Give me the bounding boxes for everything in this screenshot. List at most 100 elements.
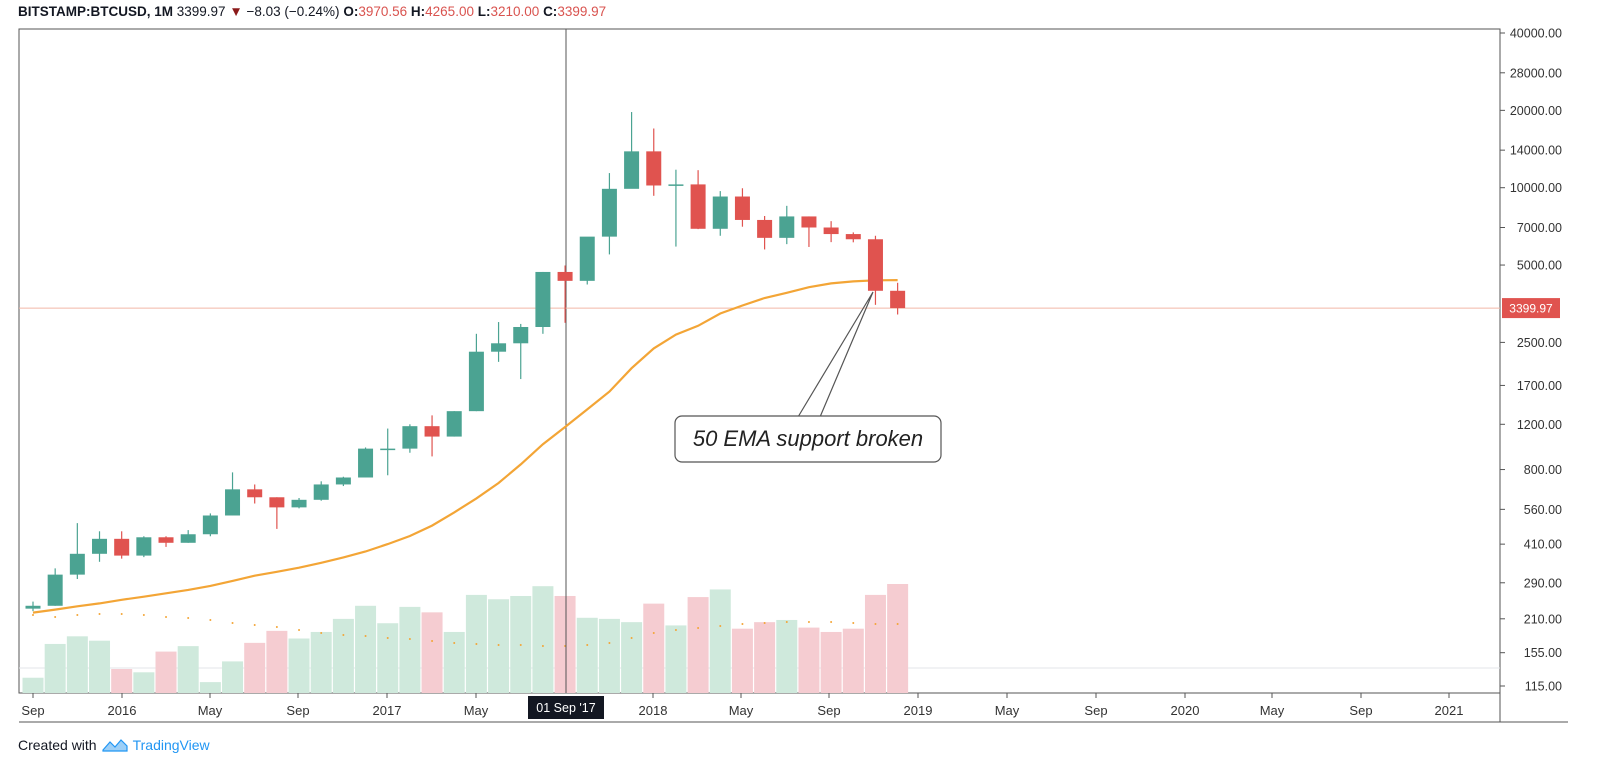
last-price-tag-label: 3399.97 <box>1509 302 1553 316</box>
volume-ma-dot <box>719 625 722 627</box>
volume-bar <box>687 597 709 693</box>
candle <box>158 536 174 547</box>
price-tick-label: 40000.00 <box>1510 27 1562 41</box>
volume-bar <box>887 584 909 693</box>
close-value: 3399.97 <box>557 4 607 19</box>
time-tick-label: Sep <box>1084 703 1107 718</box>
candle-body <box>867 239 883 291</box>
candle <box>180 530 196 543</box>
candle-body <box>47 574 63 606</box>
candle <box>646 128 662 196</box>
price-tick-label: 14000.00 <box>1510 144 1562 158</box>
volume-bar <box>66 636 88 693</box>
volume-ma-dot <box>98 613 101 615</box>
volume-ma-dot <box>209 619 212 621</box>
volume-ma-dot <box>652 632 655 634</box>
volume-bar <box>709 589 731 693</box>
candle <box>402 424 418 453</box>
volume-ma-dot <box>852 622 855 624</box>
candle-body <box>158 537 174 543</box>
symbol-header: BITSTAMP:BTCUSD, 1M 3399.97 ▼ −8.03 (−0.… <box>18 4 606 19</box>
time-tick-label: Sep <box>21 703 44 718</box>
down-arrow-icon: ▼ <box>229 4 243 19</box>
candle <box>801 216 817 247</box>
crosshair-date-tag <box>528 696 604 719</box>
candle <box>845 232 861 243</box>
low-label: L: <box>477 4 491 19</box>
volume-bar <box>377 623 399 693</box>
price-change: −8.03 (−0.24%) <box>246 4 340 19</box>
candle <box>690 170 706 230</box>
candle <box>668 169 684 247</box>
candle-body <box>801 216 817 228</box>
candle <box>535 271 551 334</box>
volume-bar <box>643 603 665 693</box>
volume-bar <box>155 651 177 693</box>
volume-bar <box>443 631 465 693</box>
open-value: 3970.56 <box>358 4 408 19</box>
plot-frame <box>18 28 1501 694</box>
time-tick-label: 2020 <box>1171 703 1200 718</box>
candle-body <box>136 537 152 556</box>
candle-body <box>734 196 750 220</box>
symbol-interval: BITSTAMP:BTCUSD, 1M <box>18 4 173 19</box>
candle-body <box>579 236 595 281</box>
candle <box>313 481 329 501</box>
volume-bar <box>288 638 310 693</box>
crosshair-date-label: 01 Sep '17 <box>536 701 595 715</box>
candle-body <box>380 448 396 451</box>
volume-bar <box>111 669 133 693</box>
time-tick-label: Sep <box>817 703 840 718</box>
candle-body <box>446 411 462 437</box>
volume-bar <box>310 631 332 693</box>
volume-ma-dot <box>497 644 500 646</box>
volume-bar <box>421 612 443 693</box>
created-with-label: Created with <box>18 737 97 753</box>
volume-ma-dot <box>519 644 522 646</box>
candle <box>890 282 906 315</box>
volume-ma-dot <box>830 621 833 623</box>
volume-ma-dot <box>608 642 611 644</box>
time-tick-label: 2018 <box>639 703 668 718</box>
time-tick-label: 2021 <box>1435 703 1464 718</box>
volume-ma-dot <box>165 616 168 618</box>
price-tick-label: 210.00 <box>1524 612 1562 626</box>
candle <box>491 322 507 362</box>
candle-body <box>69 553 85 575</box>
volume-bar <box>332 618 354 693</box>
candle-body <box>247 489 263 498</box>
candle-body <box>535 271 551 327</box>
candle <box>47 568 63 606</box>
time-tick-label: 2016 <box>108 703 137 718</box>
ema-50-line <box>32 279 898 614</box>
candle-body <box>358 448 374 478</box>
candle <box>513 323 529 380</box>
time-tick-label: May <box>198 703 223 718</box>
candle <box>25 601 41 612</box>
annotation-pointer <box>797 291 874 418</box>
open-label: O: <box>343 4 359 19</box>
time-tick-label: May <box>995 703 1020 718</box>
price-tick-label: 28000.00 <box>1510 66 1562 80</box>
candle <box>446 411 462 437</box>
candle <box>867 235 883 305</box>
volume-ma-dot <box>697 627 700 629</box>
time-tick-label: 2019 <box>904 703 933 718</box>
volume-bar <box>488 599 510 693</box>
price-tick-label: 155.00 <box>1524 646 1562 660</box>
volume-ma-dot <box>253 624 256 626</box>
volume-bar <box>621 622 643 693</box>
volume-bar <box>266 630 288 693</box>
price-tick-label: 5000.00 <box>1517 259 1562 273</box>
volume-bar <box>532 586 554 693</box>
candle <box>269 497 285 529</box>
tradingview-brand[interactable]: TradingView <box>132 737 210 753</box>
volume-bar <box>133 672 155 693</box>
price-tick-label: 800.00 <box>1524 463 1562 477</box>
price-tick-label: 115.00 <box>1525 680 1562 694</box>
candle-body <box>646 151 662 186</box>
volume-bar <box>244 642 266 693</box>
candle-body <box>668 184 684 186</box>
candle <box>247 484 263 504</box>
